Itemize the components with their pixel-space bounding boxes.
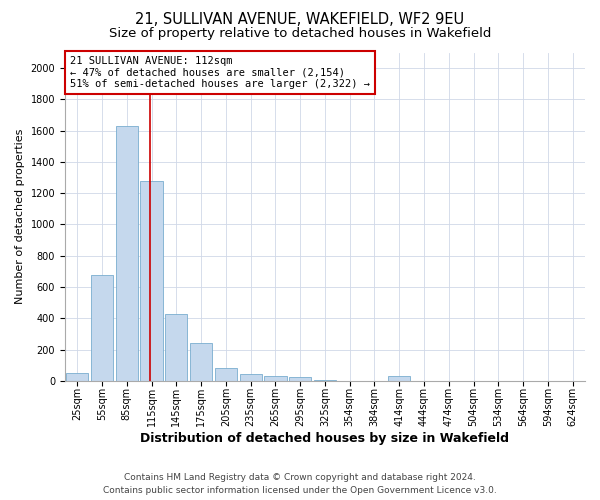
Bar <box>190 342 212 381</box>
Bar <box>91 274 113 381</box>
Bar <box>289 377 311 381</box>
Bar <box>388 376 410 381</box>
X-axis label: Distribution of detached houses by size in Wakefield: Distribution of detached houses by size … <box>140 432 509 445</box>
Text: 21, SULLIVAN AVENUE, WAKEFIELD, WF2 9EU: 21, SULLIVAN AVENUE, WAKEFIELD, WF2 9EU <box>136 12 464 28</box>
Bar <box>215 368 237 381</box>
Bar <box>165 314 187 381</box>
Bar <box>140 180 163 381</box>
Y-axis label: Number of detached properties: Number of detached properties <box>15 129 25 304</box>
Text: 21 SULLIVAN AVENUE: 112sqm
← 47% of detached houses are smaller (2,154)
51% of s: 21 SULLIVAN AVENUE: 112sqm ← 47% of deta… <box>70 56 370 89</box>
Bar <box>314 380 336 381</box>
Bar <box>116 126 138 381</box>
Text: Size of property relative to detached houses in Wakefield: Size of property relative to detached ho… <box>109 28 491 40</box>
Bar <box>239 374 262 381</box>
Bar <box>66 373 88 381</box>
Text: Contains HM Land Registry data © Crown copyright and database right 2024.
Contai: Contains HM Land Registry data © Crown c… <box>103 473 497 495</box>
Bar <box>264 376 287 381</box>
